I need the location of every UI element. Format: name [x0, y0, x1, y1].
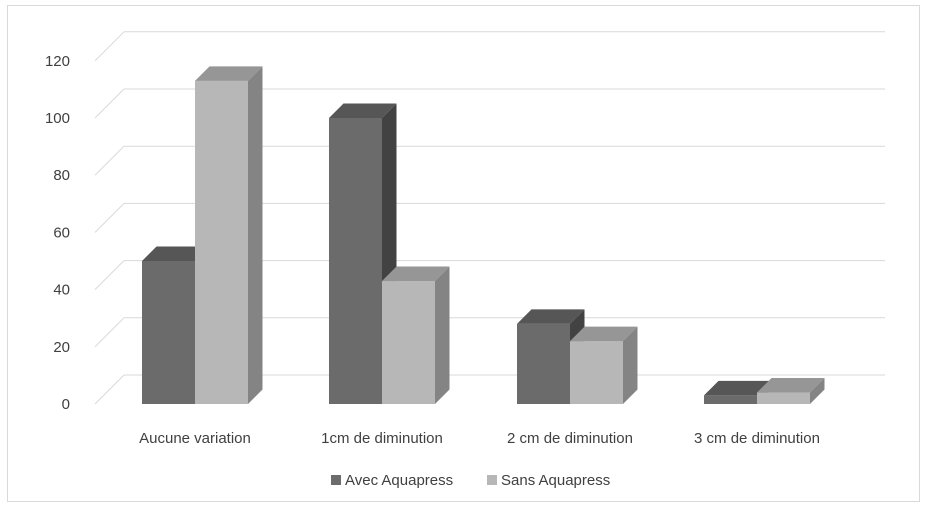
x-category-label: 3 cm de diminution	[694, 430, 820, 447]
gridline-diagonal	[94, 260, 125, 290]
gridline-diagonal	[94, 31, 125, 62]
y-tick-label: 80	[53, 167, 70, 184]
bar	[570, 326, 638, 404]
y-tick-label: 20	[53, 339, 70, 356]
gridline-diagonal	[94, 374, 125, 405]
gridline-diagonal	[94, 88, 125, 119]
bar-top	[704, 380, 772, 396]
bar-side	[435, 266, 450, 404]
bars	[142, 66, 825, 404]
y-axis-ticks: 0 20 40 60 80 100 120	[45, 53, 70, 413]
bar-top	[570, 326, 638, 342]
legend: Avec Aquapress Sans Aquapress	[331, 472, 610, 489]
bar	[382, 266, 450, 404]
bar-side	[810, 378, 825, 404]
bar-front	[757, 392, 810, 404]
y-tick-label: 60	[53, 224, 70, 241]
legend-swatch	[331, 475, 341, 485]
legend-item: Avec Aquapress	[331, 472, 453, 489]
bar-front	[382, 281, 435, 404]
legend-swatch	[487, 475, 497, 485]
legend-label: Sans Aquapress	[501, 472, 610, 489]
x-category-label: Aucune variation	[139, 430, 251, 447]
y-tick-label: 40	[53, 282, 70, 299]
bar-front	[329, 118, 382, 404]
bar-front	[517, 323, 570, 404]
bar-top	[757, 378, 825, 393]
bar	[195, 66, 263, 404]
bar-front	[142, 261, 195, 404]
bar-side	[623, 326, 638, 404]
gridline-diagonal	[94, 317, 125, 348]
x-category-label: 2 cm de diminution	[507, 430, 633, 447]
bar-top	[195, 66, 263, 81]
bar-top	[142, 246, 210, 261]
bar-top	[329, 103, 397, 118]
x-category-label: 1cm de diminution	[321, 430, 443, 447]
bar-top	[517, 309, 585, 324]
gridline-diagonal	[94, 145, 125, 176]
y-tick-label: 120	[45, 53, 70, 70]
bar-front	[704, 395, 757, 404]
bar	[757, 378, 825, 404]
x-axis-labels: Aucune variation 1cm de diminution 2 cm de…	[139, 430, 820, 447]
y-tick-label: 0	[62, 396, 70, 413]
bar-front	[570, 341, 623, 404]
y-tick-label: 100	[45, 110, 70, 127]
bar-front	[195, 80, 248, 404]
bar-side	[248, 66, 263, 404]
bar-top	[382, 266, 450, 282]
legend-item: Sans Aquapress	[487, 472, 610, 489]
gridline-diagonal	[94, 203, 125, 233]
legend-label: Avec Aquapress	[345, 472, 453, 489]
